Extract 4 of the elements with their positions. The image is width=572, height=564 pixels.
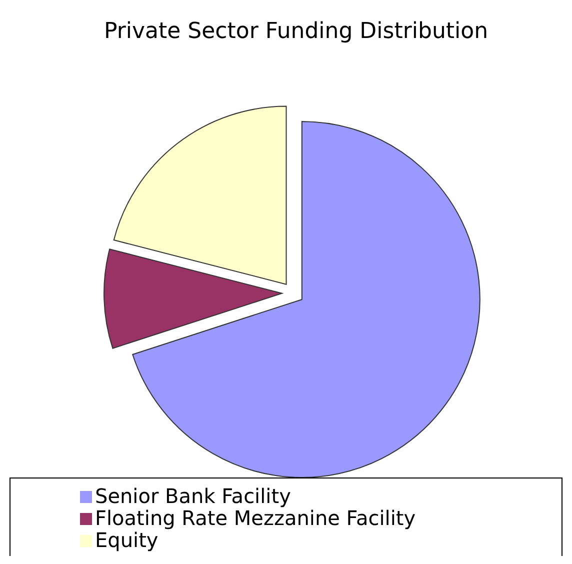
legend-label: Equity — [95, 528, 158, 552]
chart-title: Private Sector Funding Distribution — [104, 19, 488, 44]
legend-label: Floating Rate Mezzanine Facility — [95, 506, 416, 530]
legend-label: Senior Bank Facility — [95, 484, 292, 508]
